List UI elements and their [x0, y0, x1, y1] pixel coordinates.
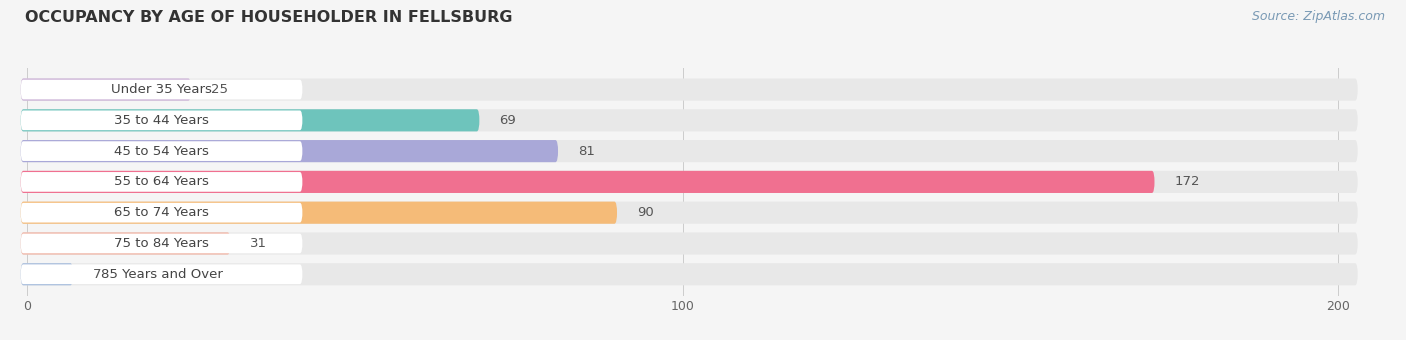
FancyBboxPatch shape	[21, 80, 302, 99]
FancyBboxPatch shape	[21, 171, 1358, 193]
FancyBboxPatch shape	[21, 232, 231, 255]
Text: Under 35 Years: Under 35 Years	[111, 83, 212, 96]
FancyBboxPatch shape	[21, 110, 302, 130]
FancyBboxPatch shape	[21, 202, 617, 224]
Text: 7: 7	[93, 268, 101, 281]
Text: 31: 31	[250, 237, 267, 250]
FancyBboxPatch shape	[21, 171, 1154, 193]
FancyBboxPatch shape	[21, 172, 302, 192]
Text: 35 to 44 Years: 35 to 44 Years	[114, 114, 209, 127]
Text: 90: 90	[637, 206, 654, 219]
FancyBboxPatch shape	[21, 202, 1358, 224]
Text: 85 Years and Over: 85 Years and Over	[101, 268, 222, 281]
FancyBboxPatch shape	[21, 140, 558, 162]
FancyBboxPatch shape	[21, 140, 1358, 162]
FancyBboxPatch shape	[21, 263, 73, 285]
Text: 65 to 74 Years: 65 to 74 Years	[114, 206, 209, 219]
FancyBboxPatch shape	[21, 79, 191, 101]
Text: 25: 25	[211, 83, 228, 96]
Text: 45 to 54 Years: 45 to 54 Years	[114, 144, 209, 158]
FancyBboxPatch shape	[21, 79, 1358, 101]
Text: OCCUPANCY BY AGE OF HOUSEHOLDER IN FELLSBURG: OCCUPANCY BY AGE OF HOUSEHOLDER IN FELLS…	[25, 10, 513, 25]
Text: 69: 69	[499, 114, 516, 127]
FancyBboxPatch shape	[21, 263, 1358, 285]
FancyBboxPatch shape	[21, 234, 302, 253]
FancyBboxPatch shape	[21, 203, 302, 223]
FancyBboxPatch shape	[21, 109, 479, 132]
Text: 55 to 64 Years: 55 to 64 Years	[114, 175, 209, 188]
FancyBboxPatch shape	[21, 232, 1358, 255]
FancyBboxPatch shape	[21, 109, 1358, 132]
Text: 75 to 84 Years: 75 to 84 Years	[114, 237, 209, 250]
Text: 172: 172	[1174, 175, 1199, 188]
Text: 81: 81	[578, 144, 595, 158]
FancyBboxPatch shape	[21, 265, 302, 284]
FancyBboxPatch shape	[21, 141, 302, 161]
Text: Source: ZipAtlas.com: Source: ZipAtlas.com	[1251, 10, 1385, 23]
